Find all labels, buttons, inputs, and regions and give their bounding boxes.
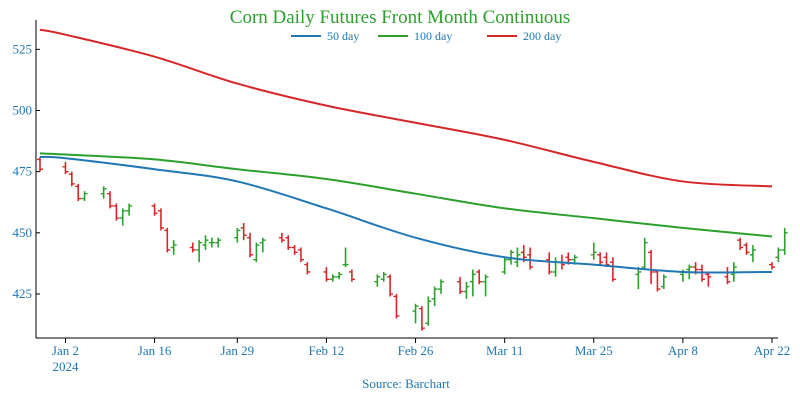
ohlc-bar <box>775 247 782 263</box>
ohlc-bar <box>100 186 107 199</box>
y-tick-label: 500 <box>13 103 33 118</box>
ohlc-bar <box>126 203 133 216</box>
ohlc-bar <box>609 257 616 282</box>
ohlc-bar <box>208 237 215 248</box>
ohlc-bar <box>285 235 292 250</box>
ohlc-bar <box>323 267 330 282</box>
ohlc-bar <box>304 262 311 275</box>
series-line-1 <box>39 155 773 274</box>
ohlc-bar <box>202 235 209 250</box>
ohlc-bar <box>62 161 69 175</box>
ohlc-bar <box>590 242 597 260</box>
chart-source: Source: Barchart <box>362 376 450 391</box>
ohlc-bar <box>597 252 604 265</box>
ohlc-bar <box>380 271 387 282</box>
x-tick-label: Apr 22 <box>754 343 790 358</box>
legend-label-1: 50 day <box>327 29 359 43</box>
ohlc-bar <box>648 249 655 285</box>
ohlc-bar <box>196 240 203 263</box>
ohlc-bar <box>234 227 241 243</box>
x-tick-label: Feb 12 <box>309 343 345 358</box>
ohlc-bar <box>463 281 470 299</box>
ohlc-bar <box>476 269 483 285</box>
ohlc-bar <box>215 237 222 248</box>
ohlc-bar <box>247 232 254 258</box>
y-tick-label: 525 <box>13 41 33 56</box>
x-tick-label: Mar 25 <box>575 343 613 358</box>
ohlc-bar <box>297 247 304 263</box>
ohlc-bar <box>348 269 355 282</box>
ohlc-bar <box>412 303 419 324</box>
ohlc-bar <box>743 242 750 255</box>
ohlc-bar <box>291 245 298 255</box>
x-tick-label: Feb 26 <box>398 343 434 358</box>
ohlc-bar <box>514 247 521 268</box>
ohlc-bar <box>75 183 82 202</box>
ohlc-bar <box>431 286 438 307</box>
ohlc-bar <box>374 274 381 287</box>
x-tick-label: Jan 29 <box>221 343 255 358</box>
ohlc-bar <box>781 227 788 255</box>
ohlc-bar <box>393 293 400 319</box>
ohlc-bar <box>654 269 661 292</box>
ohlc-bar <box>259 237 266 253</box>
ohlc-bar <box>457 276 464 294</box>
ohlc-bar <box>253 242 260 263</box>
ohlc-bar <box>527 247 534 270</box>
ohlc-bar <box>329 274 336 282</box>
ohlc-bar <box>151 203 158 216</box>
ohlc-bar <box>749 245 756 263</box>
ohlc-bar <box>418 306 425 331</box>
y-tick-label: 425 <box>13 286 33 301</box>
ohlc-bar <box>546 252 553 275</box>
ohlc-bar <box>635 267 642 290</box>
ohlc-bar <box>189 242 196 253</box>
ohlc-bar <box>737 237 744 250</box>
ohlc-bar <box>469 269 476 297</box>
ohlc-bar <box>119 208 126 226</box>
series-line-3 <box>39 28 773 188</box>
legend: 50 day 100 day 200 day <box>291 29 561 43</box>
x-tick-label: Mar 11 <box>486 343 523 358</box>
ohlc-bar <box>482 274 489 297</box>
ohlc-bar <box>641 237 648 270</box>
chart-title: Corn Daily Futures Front Month Continuou… <box>230 7 570 28</box>
ohlc-bar <box>240 223 247 241</box>
ohlc-bar <box>68 171 75 187</box>
ohlc-bar <box>660 274 667 290</box>
ohlc-bar <box>113 203 120 221</box>
ohlc-bar <box>164 227 171 253</box>
ohlc-bar <box>81 191 88 202</box>
series-line-2 <box>39 152 773 238</box>
ohlc-bar <box>552 257 559 277</box>
ohlc-bar <box>37 156 43 172</box>
ohlc-bar <box>724 267 731 285</box>
y-tick-label: 475 <box>13 164 33 179</box>
ohlc-bar <box>769 262 775 270</box>
y-axis: 425 450 475 500 525 <box>13 20 40 338</box>
ohlc-bar <box>705 271 712 287</box>
ohlc-bar <box>603 252 610 268</box>
x-tick-sublabel: 2024 <box>52 359 79 374</box>
price-bars <box>37 156 788 331</box>
x-tick-label: Apr 8 <box>668 343 698 358</box>
moving-average-lines <box>39 28 773 274</box>
ohlc-bar <box>336 271 343 280</box>
legend-label-3: 200 day <box>523 29 561 43</box>
ohlc-bar <box>501 257 508 275</box>
ohlc-bar <box>425 296 432 326</box>
ohlc-bar <box>387 274 394 297</box>
ohlc-bar <box>157 208 164 231</box>
legend-label-2: 100 day <box>414 29 452 43</box>
y-tick-label: 450 <box>13 225 33 240</box>
x-tick-label: Jan 2 <box>52 343 79 358</box>
ohlc-bar <box>342 247 349 268</box>
ohlc-bar <box>107 191 114 209</box>
ohlc-bar <box>438 279 445 294</box>
x-tick-label: Jan 16 <box>138 343 172 358</box>
ohlc-bar <box>170 240 177 255</box>
ohlc-bar <box>278 232 285 243</box>
